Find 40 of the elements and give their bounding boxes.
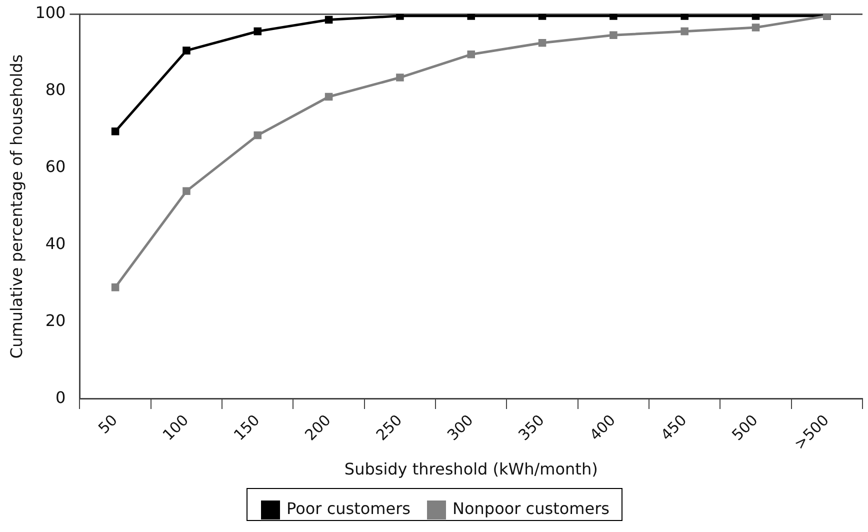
point [467, 50, 476, 58]
point [467, 14, 476, 20]
point [538, 14, 546, 20]
x-tick-label: 400 [586, 411, 620, 444]
y-tick-label: 60 [45, 157, 66, 176]
x-tick-label: 500 [728, 411, 762, 444]
point [396, 14, 404, 20]
point [680, 27, 688, 36]
x-tick-label: 200 [301, 411, 334, 444]
y-tick-label: 40 [45, 234, 66, 254]
x-tick-label: 100 [159, 411, 192, 444]
y-tick-label: 80 [45, 80, 66, 100]
x-tick-label: 300 [444, 411, 477, 444]
point [752, 24, 760, 32]
point [111, 283, 120, 292]
x-tick-label: 50 [94, 411, 121, 438]
point [538, 38, 546, 47]
point [254, 131, 262, 140]
legend-label: Nonpoor customers [452, 499, 610, 518]
point [111, 128, 120, 136]
point [396, 74, 404, 82]
x-tick-label: 250 [372, 411, 406, 444]
point [182, 46, 190, 54]
point [610, 31, 618, 40]
point [254, 27, 262, 36]
point [324, 16, 333, 24]
y-tick-label: 100 [35, 3, 66, 22]
point [680, 14, 688, 20]
point [324, 92, 333, 101]
point [182, 187, 190, 195]
y-tick-label: 20 [45, 311, 66, 330]
x-tick-label: 450 [657, 411, 690, 444]
x-tick-label: 150 [230, 411, 264, 444]
x-axis-title: Subsidy threshold (kWh/month) [344, 460, 598, 479]
point [752, 14, 760, 20]
y-axis-title: Cumulative percentage of households [6, 54, 26, 359]
x-tick-label: 350 [514, 411, 548, 444]
y-tick-label: 0 [56, 388, 66, 408]
legend-label: Poor customers [286, 499, 411, 518]
point [610, 14, 618, 20]
